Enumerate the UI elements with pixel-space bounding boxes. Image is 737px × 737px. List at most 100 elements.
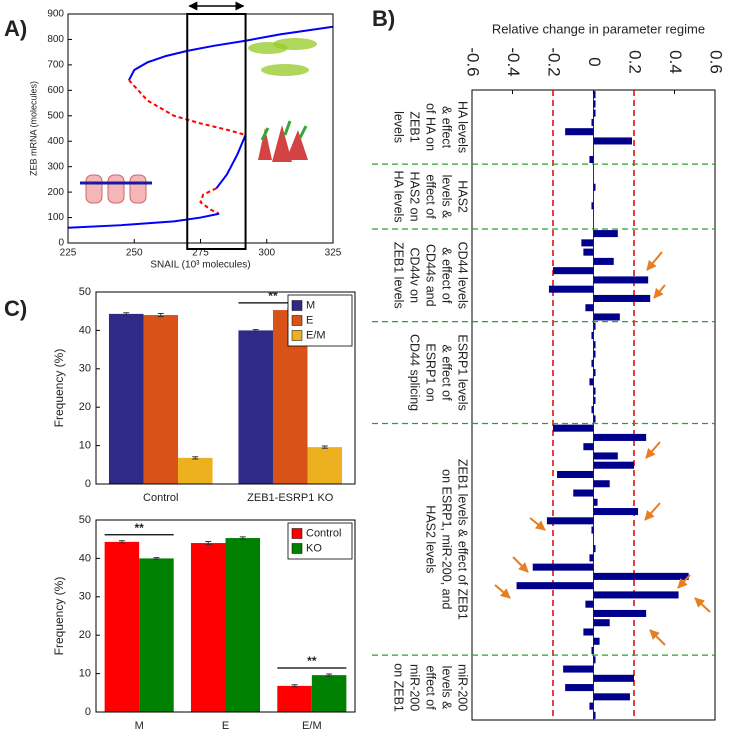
- x-tick-label: Control: [143, 492, 178, 504]
- bar: [593, 230, 618, 238]
- bar: [593, 387, 596, 395]
- y-tick-label: 40: [79, 552, 91, 564]
- bar: [593, 480, 610, 488]
- x-tick-label: -0.2: [545, 47, 564, 76]
- bar: [593, 508, 639, 516]
- group-label: ESRP1 on: [424, 343, 438, 401]
- bar: [591, 118, 594, 126]
- bar: [104, 541, 140, 712]
- y-tick-label: 700: [47, 60, 64, 71]
- x-tick-label: -0.6: [464, 47, 483, 76]
- group-label: levels &: [440, 175, 454, 219]
- bar: [108, 313, 144, 484]
- y-tick-label: 900: [47, 9, 64, 20]
- group-label: ZEB1: [408, 111, 422, 142]
- bar: [225, 538, 261, 712]
- bar: [190, 543, 226, 712]
- bar: [565, 128, 594, 136]
- y-tick-label: 30: [79, 591, 91, 603]
- bar: [581, 239, 594, 247]
- bar: [593, 591, 679, 599]
- legend-label: E: [306, 314, 313, 326]
- y-tick-label: 50: [79, 514, 91, 526]
- bar: [573, 489, 594, 497]
- bar: [593, 609, 647, 617]
- group-label: & effect: [440, 106, 454, 149]
- bar: [593, 619, 610, 627]
- x-tick-label: 0.2: [626, 50, 645, 74]
- bar: [546, 517, 594, 525]
- bar: [593, 461, 634, 469]
- y-tick-label: 50: [79, 286, 91, 298]
- bar: [583, 628, 594, 636]
- bar: [593, 109, 596, 117]
- bar: [593, 693, 630, 701]
- group-label: miR-200: [408, 664, 422, 711]
- group-label: on ESRP1, miR-200, and: [440, 469, 454, 609]
- bar: [593, 711, 596, 719]
- x-tick-label: 0.6: [707, 50, 726, 74]
- group-label: levels: [392, 111, 406, 143]
- group-label: effect of: [424, 665, 438, 710]
- legend-swatch: [291, 300, 303, 311]
- group-label: ESRP1 levels: [456, 334, 470, 410]
- bar: [591, 526, 594, 534]
- bar: [589, 702, 594, 710]
- cell-icons: [80, 38, 317, 204]
- group-label: HAS2: [456, 180, 470, 213]
- bar: [593, 91, 596, 99]
- bar: [593, 137, 632, 145]
- y-tick-label: 40: [79, 324, 91, 336]
- group-label: CD44s and: [424, 244, 438, 307]
- group-label: HAS2 on: [408, 172, 422, 222]
- bar: [311, 675, 347, 712]
- group-label: on ZEB1: [392, 663, 406, 712]
- x-tick-label: 0.4: [666, 50, 685, 74]
- y-tick-label: 500: [47, 110, 64, 121]
- y-tick-label: 400: [47, 136, 64, 147]
- bar: [593, 183, 596, 191]
- bar: [593, 433, 647, 441]
- bar: [143, 315, 179, 484]
- x-tick-label: 250: [126, 248, 143, 259]
- group-label: CD44 splicing: [408, 334, 422, 411]
- panel-label: B): [372, 6, 395, 31]
- bar: [139, 558, 174, 712]
- group-label: HA levels: [456, 101, 470, 153]
- plot-frame: [95, 519, 356, 713]
- bar: [585, 304, 594, 312]
- bar: [593, 313, 620, 321]
- legend-label: M: [306, 299, 315, 311]
- group-label: HA levels: [392, 170, 406, 222]
- bar: [593, 674, 634, 682]
- y-tick-label: 20: [79, 401, 91, 413]
- x-tick-label: -0.4: [504, 47, 523, 76]
- group-label: ZEB1 levels: [392, 242, 406, 309]
- y-tick-label: 200: [47, 187, 64, 198]
- bar: [516, 582, 594, 590]
- group-label: CD44v on: [408, 247, 422, 303]
- legend-label: KO: [306, 542, 322, 554]
- chart-title: Relative change in parameter regime: [492, 21, 705, 36]
- y-tick-label: 0: [85, 478, 91, 490]
- bar: [585, 600, 594, 608]
- bar: [593, 257, 614, 265]
- bar: [593, 545, 596, 553]
- bar: [593, 452, 618, 460]
- curve: [67, 212, 220, 229]
- bar: [238, 330, 273, 484]
- bar: [591, 202, 594, 210]
- error-bar: [239, 536, 246, 540]
- group-label: & effect of: [440, 345, 454, 402]
- bar: [593, 350, 596, 358]
- x-tick-label: E: [222, 720, 229, 732]
- bar: [593, 572, 689, 580]
- error-bar: [291, 684, 298, 688]
- x-tick-label: 275: [192, 248, 209, 259]
- bar: [593, 341, 596, 349]
- bar: [593, 498, 598, 506]
- bar: [557, 470, 594, 479]
- legend-label: E/M: [306, 329, 326, 341]
- x-tick-label: 300: [258, 248, 275, 259]
